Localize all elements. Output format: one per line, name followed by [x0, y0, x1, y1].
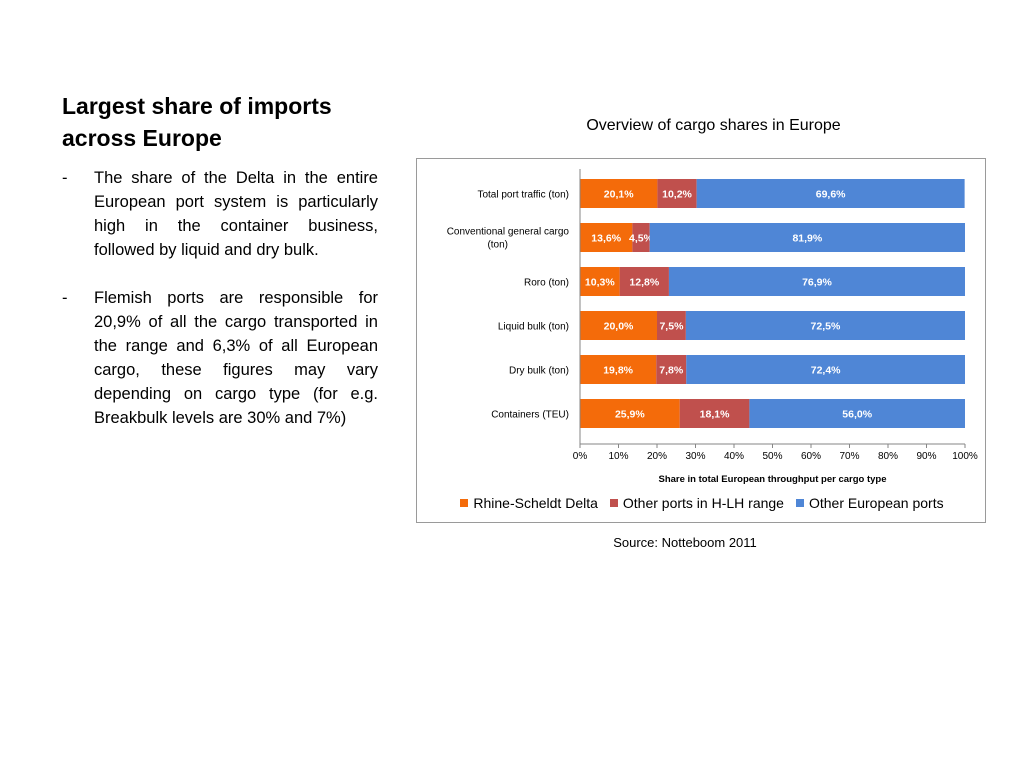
bar-segment	[580, 311, 657, 340]
legend-label: Rhine-Scheldt Delta	[473, 495, 598, 511]
category-label: Total port traffic (ton)	[477, 190, 569, 201]
slide-title: Largest share of imports across Europe	[62, 93, 332, 151]
category-label: Dry bulk (ton)	[509, 366, 569, 377]
bar-segment	[679, 399, 750, 428]
data-label: 81,9%	[792, 233, 822, 245]
bar-segment	[580, 399, 680, 428]
bar-segment	[749, 399, 965, 428]
bullet-marker: -	[62, 169, 68, 187]
x-tick-label: 20%	[647, 451, 667, 462]
data-label: 25,9%	[615, 409, 645, 421]
category-label: Liquid bulk (ton)	[498, 322, 569, 333]
data-label: 72,4%	[811, 365, 841, 377]
x-tick-label: 70%	[839, 451, 859, 462]
x-tick-label: 90%	[916, 451, 936, 462]
data-label: 20,0%	[604, 321, 634, 333]
data-label: 13,6%	[591, 233, 621, 245]
bar-segment	[696, 179, 965, 208]
legend-swatch	[460, 499, 469, 507]
chart-title: Overview of cargo shares in Europe	[586, 117, 841, 134]
x-tick-label: 40%	[724, 451, 744, 462]
bar-segment	[619, 267, 669, 296]
data-label: 18,1%	[700, 409, 730, 421]
legend-item: Other ports in H-LH range	[609, 495, 784, 511]
bar-segment	[686, 355, 965, 384]
chart-legend: Rhine-Scheldt Delta Other ports in H-LH r…	[417, 495, 987, 511]
bullet-text: Flemish ports are responsible for 20,9% …	[94, 289, 378, 427]
bar-segment	[657, 311, 686, 340]
bar-segment	[649, 223, 965, 252]
bullet-item: - Flemish ports are responsible for 20,9…	[62, 286, 378, 430]
x-axis-title: Share in total European throughput per c…	[658, 474, 886, 485]
bar-segment	[656, 355, 687, 384]
chart-frame: Total port traffic (ton) Conventional gen…	[416, 158, 986, 523]
stacked-bar-chart: Total port traffic (ton) Conventional gen…	[447, 169, 978, 485]
bar-segment	[668, 267, 965, 296]
bar-segment	[580, 355, 657, 384]
data-label: 10,2%	[662, 189, 692, 201]
bar-segment	[685, 311, 965, 340]
data-label: 69,6%	[816, 189, 846, 201]
bullet-text: The share of the Delta in the entire Eur…	[94, 169, 378, 259]
data-label: 76,9%	[802, 277, 832, 289]
category-label: Roro (ton)	[524, 278, 569, 289]
x-tick-label: 30%	[685, 451, 705, 462]
bullet-item: - The share of the Delta in the entire E…	[62, 166, 378, 262]
data-label: 12,8%	[629, 277, 659, 289]
data-label: 56,0%	[842, 409, 872, 421]
bar-segment	[580, 223, 633, 252]
data-label: 10,3%	[585, 277, 615, 289]
bar-segment	[657, 179, 697, 208]
bar-segment	[632, 223, 650, 252]
legend-item: Rhine-Scheldt Delta	[460, 495, 598, 511]
x-tick-label: 10%	[608, 451, 628, 462]
legend-label: Other European ports	[808, 495, 944, 511]
x-tick-label: 50%	[762, 451, 782, 462]
x-tick-label: 100%	[952, 451, 978, 462]
legend-swatch	[795, 499, 804, 507]
bullet-list: - The share of the Delta in the entire E…	[62, 166, 378, 454]
data-label: 7,8%	[659, 365, 684, 377]
x-tick-label: 0%	[573, 451, 588, 462]
data-label: 4,5%	[629, 233, 654, 245]
category-label: Conventional general cargo (ton)	[447, 227, 570, 251]
bar-segment	[580, 267, 620, 296]
data-label: 7,5%	[659, 321, 684, 333]
legend-swatch	[609, 499, 618, 507]
legend-item: Other European ports	[795, 495, 944, 511]
x-tick-label: 80%	[878, 451, 898, 462]
data-label: 20,1%	[604, 189, 634, 201]
source-note: Source: Notteboom 2011	[613, 535, 757, 550]
bar-segment	[580, 179, 658, 208]
x-tick-label: 60%	[801, 451, 821, 462]
legend-label: Other ports in H-LH range	[622, 495, 784, 511]
category-label: Containers (TEU)	[491, 410, 569, 421]
data-label: 72,5%	[811, 321, 841, 333]
bullet-marker: -	[62, 289, 68, 307]
data-label: 19,8%	[603, 365, 633, 377]
